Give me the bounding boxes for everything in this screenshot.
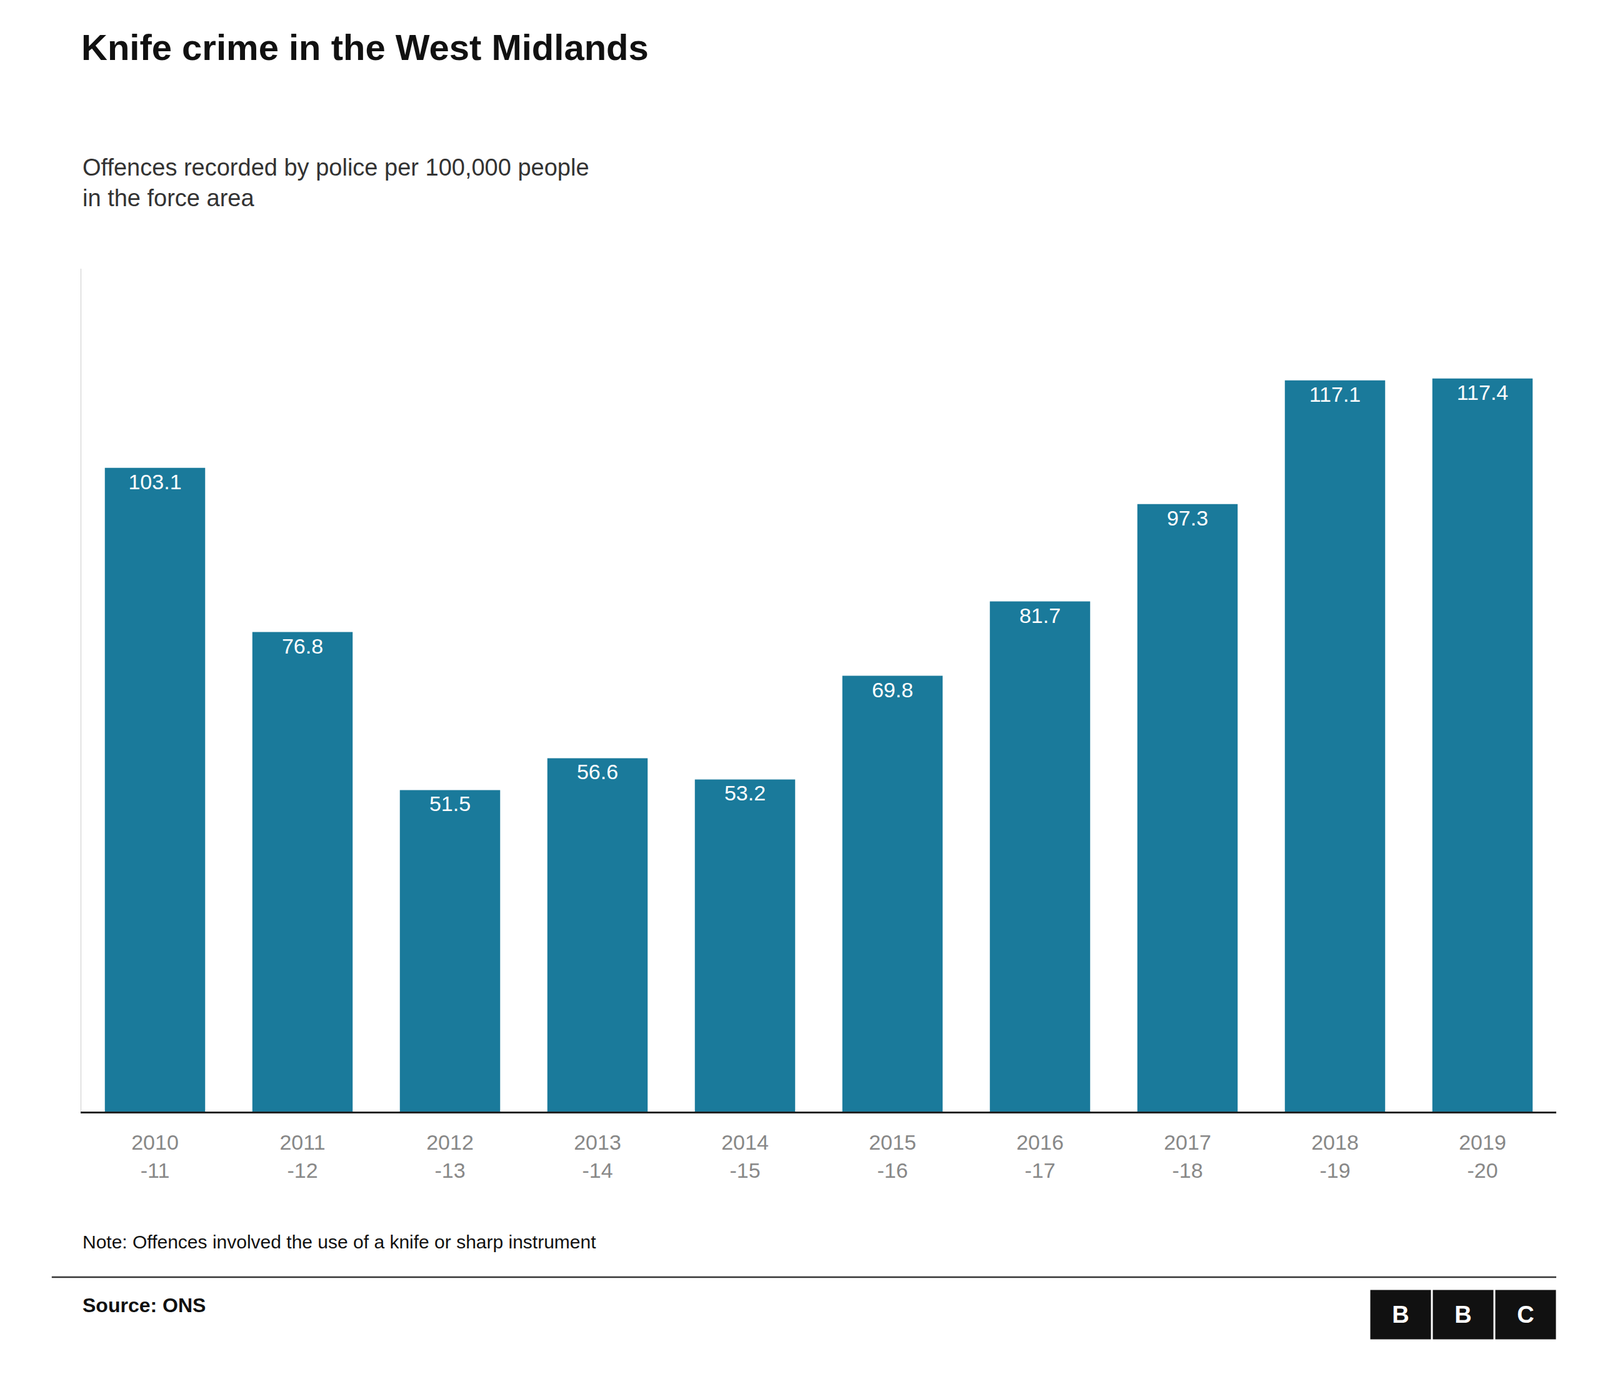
svg-text:2018-19: 2018-19 (1311, 1130, 1359, 1182)
svg-text:Knife crime in the West Midlan: Knife crime in the West Midlands (81, 26, 649, 68)
svg-text:Note: Offences involved the us: Note: Offences involved the use of a kni… (82, 1231, 597, 1253)
svg-text:2015-16: 2015-16 (868, 1130, 917, 1182)
svg-text:56.6: 56.6 (576, 760, 619, 784)
svg-text:B: B (1454, 1301, 1472, 1329)
svg-text:117.4: 117.4 (1456, 380, 1509, 405)
svg-text:Offences recorded by police pe: Offences recorded by police per 100,000 … (82, 154, 590, 212)
svg-text:81.7: 81.7 (1019, 603, 1061, 628)
svg-text:76.8: 76.8 (281, 634, 324, 659)
svg-text:103.1: 103.1 (128, 470, 182, 494)
svg-text:117.1: 117.1 (1309, 382, 1362, 407)
svg-text:2014-15: 2014-15 (721, 1130, 769, 1182)
svg-text:2019-20: 2019-20 (1458, 1130, 1507, 1182)
svg-text:B: B (1391, 1301, 1409, 1329)
svg-text:Source: ONS: Source: ONS (82, 1294, 206, 1317)
svg-text:51.5: 51.5 (429, 791, 471, 816)
svg-text:C: C (1516, 1301, 1534, 1329)
svg-text:2016-17: 2016-17 (1016, 1130, 1064, 1182)
svg-text:2011-12: 2011-12 (279, 1130, 325, 1182)
svg-text:2010-11: 2010-11 (131, 1130, 179, 1182)
svg-text:2017-18: 2017-18 (1163, 1130, 1212, 1182)
svg-text:2012-13: 2012-13 (426, 1130, 474, 1182)
svg-text:97.3: 97.3 (1166, 506, 1209, 530)
svg-text:69.8: 69.8 (871, 678, 914, 702)
svg-text:2013-14: 2013-14 (573, 1130, 622, 1182)
svg-text:53.2: 53.2 (724, 781, 766, 805)
